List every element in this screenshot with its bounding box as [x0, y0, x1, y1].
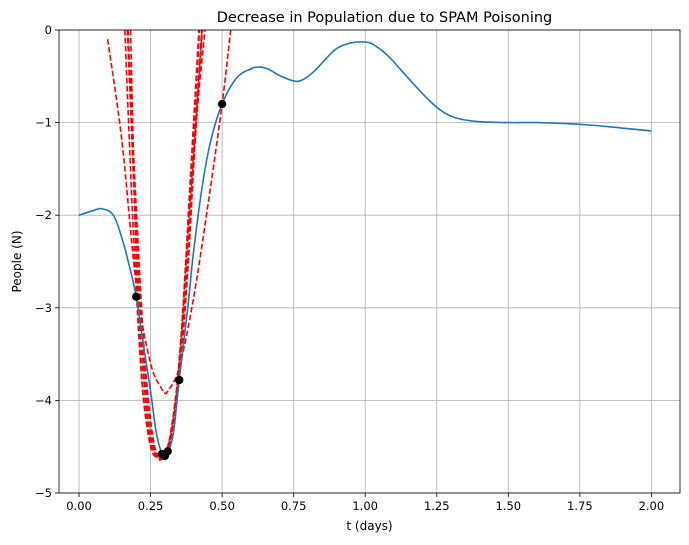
- chart-title: Decrease in Population due to SPAM Poiso…: [217, 10, 553, 26]
- y-tick-label: −4: [35, 393, 52, 407]
- y-tick-label: −3: [35, 301, 52, 315]
- x-tick-label: 1.75: [567, 499, 593, 513]
- x-tick-label: 1.00: [352, 499, 378, 513]
- series-line-fit-wide: [106, 30, 232, 395]
- x-axis-label: t (days): [346, 519, 392, 533]
- y-tick-label: 0: [45, 23, 52, 37]
- y-tick-label: −1: [35, 116, 52, 130]
- sample-points: [132, 99, 227, 461]
- y-axis-ticks: 0 −1 −2 −3 −4 −5: [35, 23, 59, 500]
- plot-data: [78, 30, 652, 461]
- series-line-population: [78, 41, 652, 458]
- data-point: [217, 99, 227, 109]
- x-tick-label: 0.00: [66, 499, 92, 513]
- x-tick-label: 0.75: [281, 499, 307, 513]
- y-tick-label: −5: [35, 486, 52, 500]
- plot-frame: [58, 29, 681, 494]
- x-tick-label: 1.25: [424, 499, 450, 513]
- x-tick-label: 1.50: [495, 499, 521, 513]
- data-point: [174, 375, 184, 385]
- data-point: [163, 447, 172, 456]
- y-tick-label: −2: [35, 208, 52, 222]
- x-axis-ticks: 0.00 0.25 0.50 0.75 1.00 1.25 1.50 1.75 2.00: [66, 493, 664, 513]
- x-tick-label: 0.25: [138, 499, 164, 513]
- x-tick-label: 0.50: [209, 499, 235, 513]
- data-point: [132, 292, 141, 301]
- x-tick-label: 2.00: [639, 499, 665, 513]
- y-axis-label: People (N): [10, 230, 24, 292]
